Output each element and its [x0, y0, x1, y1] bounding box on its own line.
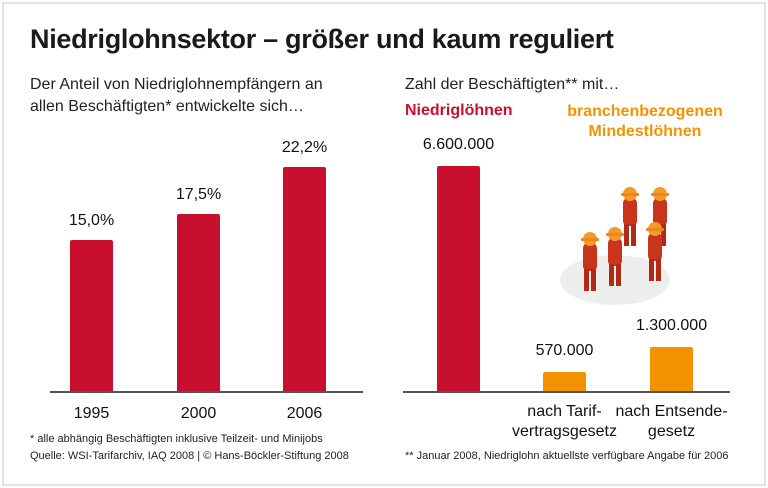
- bar-2000: [177, 214, 220, 391]
- worker-figure: [606, 227, 624, 286]
- footnote-right: ** Januar 2008, Niedriglohn aktuellste v…: [405, 450, 729, 462]
- bar-2006: [283, 167, 326, 391]
- left-subtitle-line-1: Der Anteil von Niedriglohnempfängern an: [30, 76, 323, 93]
- construction-workers-figures-icon: [560, 187, 670, 305]
- right-x-axis: [403, 391, 730, 393]
- x-tick-label-line: nach Entsende-: [615, 403, 728, 420]
- page-title: Niedriglohnsektor – größer und kaum regu…: [30, 24, 614, 54]
- x-tick-label-2: nach Tarif-vertragsgesetz: [505, 402, 625, 442]
- worker-figure: [621, 187, 639, 246]
- right-subtitle: Zahl der Beschäftigten** mit…: [405, 76, 620, 93]
- data-label-2000: 17,5%: [175, 186, 222, 204]
- x-tick-label-line: vertragsgesetz: [512, 423, 617, 440]
- x-tick-label-2006: 2006: [286, 405, 323, 422]
- footnote-source: Quelle: WSI-Tarifarchiv, IAQ 2008 | © Ha…: [30, 450, 349, 462]
- worker-figure: [581, 232, 599, 291]
- legend-min-wage: branchenbezogenen Mindestlöhnen: [545, 102, 745, 142]
- x-tick-label-3: nach Entsende-gesetz: [612, 402, 732, 442]
- bar-2: [543, 371, 586, 391]
- data-label-2: 570.000: [535, 341, 594, 359]
- data-label-1995: 15,0%: [68, 211, 115, 229]
- x-tick-label-2000: 2000: [180, 405, 217, 422]
- worker-figure: [646, 222, 664, 281]
- left-subtitle: Der Anteil von Niedriglohnempfängern an …: [30, 74, 323, 118]
- bar-1: [437, 166, 480, 391]
- legend-min-wage-line-2: Mindestlöhnen: [588, 123, 702, 140]
- footnote-left-1: * alle abhängig Beschäftigten inklusive …: [30, 433, 323, 445]
- bar-3: [650, 346, 693, 391]
- x-tick-label-1995: 1995: [73, 405, 110, 422]
- data-label-1: 6.600.000: [422, 136, 495, 153]
- x-tick-label-line: nach Tarif-: [527, 403, 602, 420]
- bar-1995: [70, 239, 113, 391]
- left-subtitle-line-2: allen Beschäftigten* entwickelte sich…: [30, 98, 304, 115]
- left-x-axis: [50, 391, 363, 393]
- legend-low-wage: Niedriglöhnen: [405, 102, 513, 119]
- data-label-3: 1.300.000: [635, 316, 708, 334]
- data-label-2006: 22,2%: [281, 139, 328, 156]
- legend-min-wage-line-1: branchenbezogenen: [567, 103, 723, 120]
- x-tick-label-line: gesetz: [647, 423, 696, 440]
